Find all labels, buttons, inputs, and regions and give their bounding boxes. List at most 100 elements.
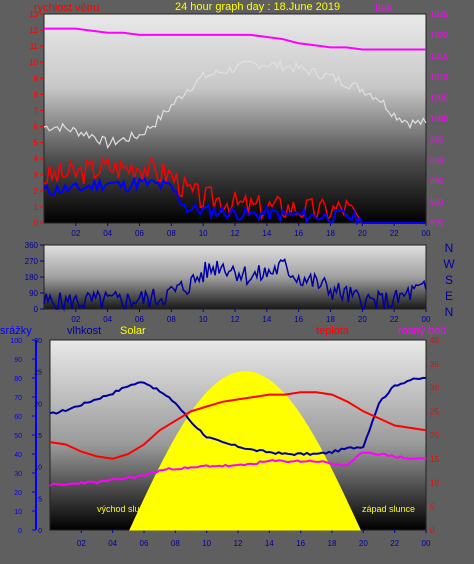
- precip-tick-label: 70: [14, 395, 22, 402]
- humidity-tick-label: 15: [34, 433, 42, 440]
- direction-time-tick-label: 20: [358, 315, 367, 324]
- humidity-label: vlhkost: [67, 325, 101, 337]
- direction-time-tick-label: 10: [199, 315, 208, 324]
- humidity-tick-label: 5: [38, 496, 42, 503]
- direction-tick-label: 360: [25, 241, 39, 250]
- wind-time-tick-label: 22: [390, 229, 399, 238]
- sunrise-label: východ slu: [97, 504, 140, 514]
- temperature-tick-label: 30: [430, 384, 439, 393]
- direction-time-axis: 02 04 06 08 10 12 14 16 18 20 22 00: [71, 309, 431, 324]
- solar-area: [129, 371, 361, 531]
- wind-tick-label: 3: [34, 171, 39, 180]
- pressure-tick-label: 1000: [430, 115, 448, 124]
- temperature-time-tick-label: 06: [140, 539, 149, 548]
- compass-letter: W: [443, 257, 455, 271]
- humidity-tick-label: 0: [38, 528, 42, 535]
- temperature-tick-label: 25: [430, 407, 439, 416]
- humidity-tick-label: 20: [34, 401, 42, 408]
- wind-tick-label: 10: [29, 58, 38, 67]
- temperature-tick-label: 5: [430, 502, 435, 511]
- precip-tick-label: 80: [14, 376, 22, 383]
- temperature-label: teplota: [316, 325, 350, 337]
- precip-tick-label: 50: [14, 433, 22, 440]
- direction-tick-label: 90: [29, 289, 38, 298]
- temperature-axes: 0 10 20 30 40 50 60 70 80 90 100 0 5 10 15 20 25 30 0 5 10 15…: [10, 336, 439, 535]
- direction-time-tick-label: 12: [231, 315, 240, 324]
- direction-time-tick-label: 08: [167, 315, 176, 324]
- humidity-tick-label: 25: [34, 370, 42, 377]
- wind-time-tick-label: 04: [103, 229, 112, 238]
- temperature-time-axis: 02 04 06 08 10 12 14 16 18 20 22 00: [77, 530, 431, 548]
- precip-tick-label: 100: [10, 338, 22, 345]
- precip-tick-label: 40: [14, 452, 22, 459]
- wind-time-tick-label: 16: [294, 229, 303, 238]
- sunset-label: západ slunce: [362, 504, 415, 514]
- solar-label: Solar: [120, 325, 146, 337]
- dewpoint-line: [49, 451, 427, 487]
- temperature-time-tick-label: 08: [171, 539, 180, 548]
- temperature-tick-label: 15: [430, 455, 439, 464]
- dewpoint-label: rosný bod: [398, 325, 446, 337]
- precip-tick-label: 90: [14, 357, 22, 364]
- direction-time-tick-label: 06: [135, 315, 144, 324]
- compass-letter: E: [445, 289, 453, 303]
- wind-tick-label: 5: [34, 139, 39, 148]
- temperature-tick-label: 20: [430, 431, 439, 440]
- direction-time-tick-label: 22: [390, 315, 399, 324]
- precip-tick-label: 0: [18, 528, 22, 535]
- direction-time-tick-label: 18: [326, 315, 335, 324]
- temperature-time-tick-label: 14: [265, 539, 274, 548]
- direction-time-tick-label: 04: [103, 315, 112, 324]
- chart-title: 24 hour graph day : 18.June 2019: [175, 1, 340, 13]
- wind-time-tick-label: 02: [71, 229, 80, 238]
- wind-speed-label: rychlost větru: [34, 2, 99, 14]
- wind-tick-label: 9: [34, 74, 39, 83]
- wind-tick-label: 2: [34, 187, 39, 196]
- direction-tick-label: 270: [25, 257, 39, 266]
- precip-tick-label: 10: [14, 509, 22, 516]
- wind-time-tick-label: 06: [135, 229, 144, 238]
- wind-tick-label: 13: [29, 10, 38, 19]
- humidity-tick-label: 30: [34, 338, 42, 345]
- direction-axis: 0 90 180 270 360: [25, 241, 44, 314]
- pressure-label: tlak: [375, 2, 393, 14]
- temperature-tick-label: 35: [430, 360, 439, 369]
- pressure-tick-label: 990: [430, 156, 444, 165]
- direction-tick-label: 0: [34, 305, 39, 314]
- precip-label: srážky: [0, 325, 32, 337]
- temperature-time-tick-label: 16: [296, 539, 305, 548]
- direction-time-tick-label: 02: [71, 315, 80, 324]
- wind-time-tick-label: 08: [167, 229, 176, 238]
- wind-tick-label: 12: [29, 26, 38, 35]
- pressure-tick-label: 1010: [430, 73, 448, 82]
- pressure-tick-label: 995: [430, 135, 444, 144]
- direction-time-tick-label: 16: [294, 315, 303, 324]
- pressure-tick-label: 1005: [430, 94, 448, 103]
- pressure-tick-label: 975: [430, 219, 444, 228]
- compass-letter: N: [445, 305, 454, 319]
- temperature-tick-label: 10: [430, 479, 439, 488]
- humidity-line: [49, 376, 427, 457]
- direction-time-tick-label: 14: [262, 315, 271, 324]
- temperature-time-tick-label: 20: [359, 539, 368, 548]
- temperature-time-tick-label: 02: [77, 539, 86, 548]
- wind-time-axis: 02 04 06 08 10 12 14 16 18 20 22 00: [71, 223, 431, 238]
- pressure-tick-label: 1020: [430, 31, 448, 40]
- wind-tick-label: 11: [30, 42, 39, 51]
- pressure-tick-label: 1025: [430, 10, 448, 19]
- wind-tick-label: 4: [34, 155, 39, 164]
- wind-tick-label: 0: [34, 219, 39, 228]
- temperature-time-tick-label: 00: [422, 539, 431, 548]
- wind-direction-line: [43, 257, 427, 312]
- temperature-tick-label: 0: [430, 526, 435, 535]
- temperature-time-tick-label: 10: [202, 539, 211, 548]
- wind-tick-label: 8: [34, 90, 39, 99]
- pressure-tick-label: 980: [430, 198, 444, 207]
- pressure-axis: 975 980 985 990 995 1000 1005 1010 1015 1020 1025: [430, 10, 448, 228]
- temperature-line: [49, 391, 427, 460]
- wind-direction-line: [43, 257, 427, 312]
- wind-tick-label: 6: [34, 123, 39, 132]
